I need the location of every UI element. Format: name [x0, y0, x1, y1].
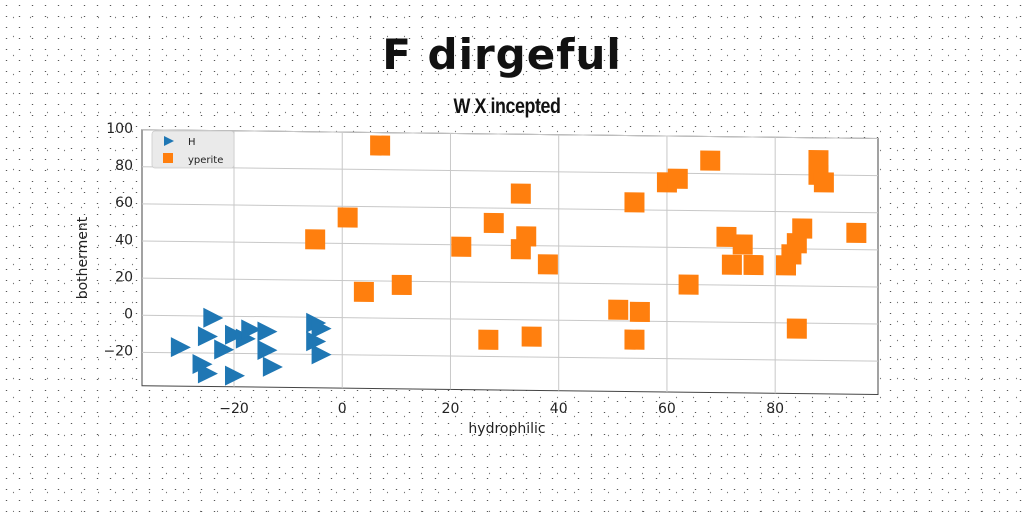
yperite-marker [629, 301, 650, 323]
h-marker [262, 356, 283, 377]
yperite-marker [510, 183, 531, 204]
legend-label-h: H [188, 137, 196, 148]
yperite-marker [516, 226, 537, 247]
y-tick-label: 0 [124, 307, 133, 323]
y-grid-line [142, 240, 878, 251]
y-grid-line [142, 129, 878, 140]
yperite-marker [624, 192, 645, 213]
yperite-marker [608, 299, 629, 320]
yperite-marker [521, 326, 542, 347]
yperite-marker [732, 234, 753, 255]
y-tick-label: −20 [103, 344, 133, 360]
y-grid-line [142, 166, 878, 177]
yperite-marker [846, 222, 867, 244]
x-tick-label: 60 [658, 401, 676, 417]
grid-lines [142, 129, 878, 394]
x-tick-labels: −20 0 20 40 60 80 [219, 401, 784, 417]
plot-area [141, 129, 879, 396]
yperite-marker [483, 212, 504, 234]
yperite-marker [305, 229, 326, 250]
chart-subtitle: W X incepted [453, 95, 561, 118]
chart-title: F dirgeful [382, 30, 622, 79]
h-marker [214, 339, 235, 360]
yperite-marker [743, 254, 764, 276]
y-tick-label: 60 [115, 195, 133, 211]
y-grid-line [142, 314, 878, 325]
y-axis-label: botherment [75, 216, 91, 299]
h-marker [225, 365, 245, 386]
h-marker [257, 339, 278, 360]
y-tick-label: 80 [115, 158, 133, 174]
yperite-marker [337, 207, 358, 228]
yperite-marker [624, 329, 645, 350]
y-tick-label: 20 [115, 269, 133, 285]
x-tick-label: 20 [442, 401, 460, 417]
yperite-marker [478, 329, 499, 350]
h-marker [192, 354, 213, 375]
h-marker [241, 319, 262, 340]
yperite-marker [700, 150, 721, 171]
h-marker [311, 318, 332, 339]
h-marker [197, 326, 218, 347]
y-grid-line [142, 277, 878, 288]
yperite-marker [391, 274, 412, 296]
legend: H yperite [151, 130, 235, 169]
yperite-marker [370, 135, 391, 156]
yperite-marker [451, 236, 472, 257]
yperite-marker [716, 226, 737, 248]
x-tick-label: 80 [766, 401, 784, 417]
x-tick-label: 0 [338, 401, 347, 417]
data-markers [170, 135, 867, 386]
h-marker [257, 321, 278, 342]
yperite-marker [786, 318, 807, 339]
y-grid-line [142, 203, 878, 214]
h-marker [235, 328, 256, 349]
h-marker [311, 344, 332, 365]
x-tick-label: −20 [219, 401, 249, 417]
yperite-marker [667, 168, 688, 189]
yperite-marker [721, 254, 742, 275]
h-marker [225, 324, 245, 345]
y-tick-labels: −20 0 20 40 60 80 100 [103, 121, 133, 360]
h-marker [306, 331, 327, 352]
yperite-marker [678, 274, 699, 295]
legend-marker-yperite [163, 153, 173, 163]
h-marker [197, 363, 218, 384]
y-tick-label: 100 [106, 121, 133, 137]
h-marker [203, 307, 224, 328]
yperite-marker [792, 218, 813, 239]
y-tick-label: 40 [115, 232, 133, 248]
yperite-marker [813, 172, 834, 193]
yperite-marker [353, 281, 374, 303]
yperite-marker [537, 254, 558, 275]
legend-marker-h [164, 136, 174, 146]
legend-label-yperite: yperite [188, 155, 223, 166]
x-axis-label: hydrophilic [468, 421, 545, 437]
x-tick-label: 40 [550, 401, 568, 417]
h-marker [170, 337, 191, 358]
